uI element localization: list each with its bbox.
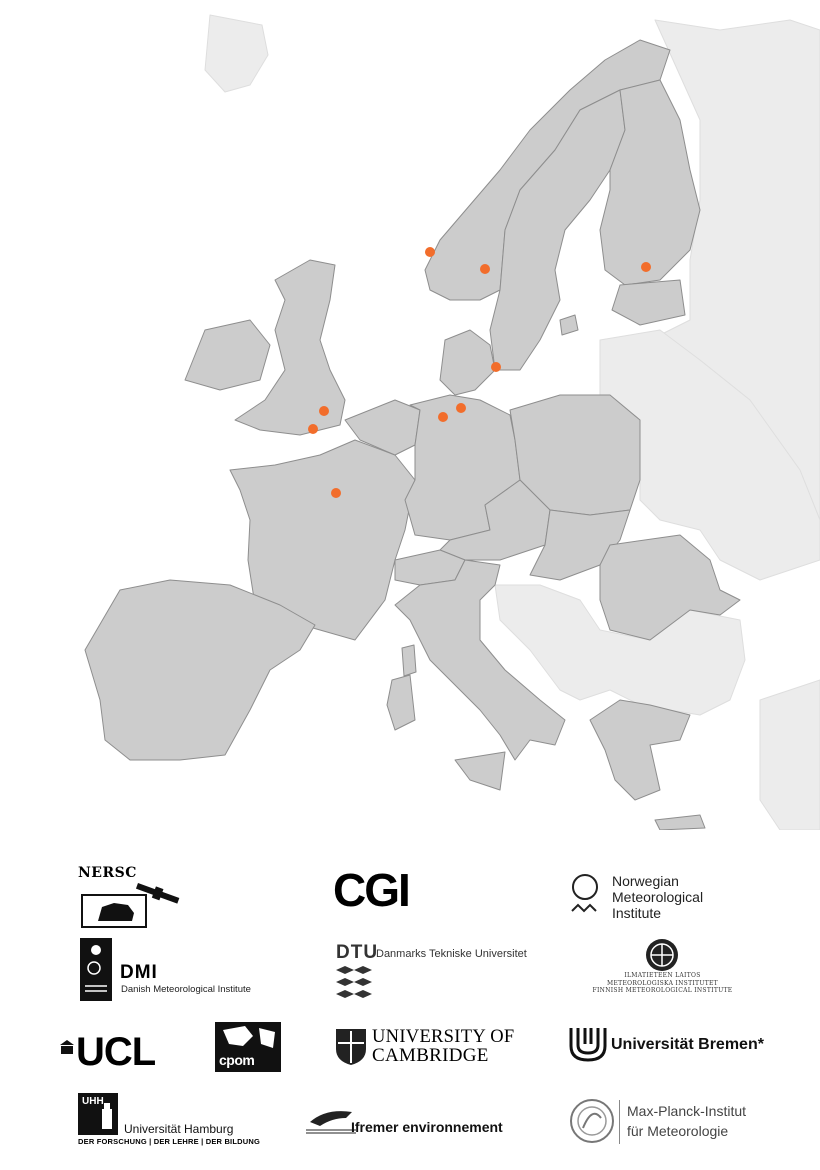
ucl-portico-icon (60, 1040, 74, 1054)
denmark-land (439, 329, 496, 396)
dtu-wave-icon (336, 966, 372, 998)
mpi-minerva-icon (570, 1099, 614, 1143)
fmi-line-1: ILMATIETEEN LAITOS (624, 972, 701, 979)
hamburg-tower-icon (78, 1093, 118, 1135)
bremen-u-icon (569, 1028, 607, 1062)
mpi-line-2: für Meteorologie (627, 1123, 729, 1139)
italy-land (394, 559, 566, 761)
fmi-line-3: FINNISH METEOROLOGICAL INSTITUTE (592, 987, 733, 994)
metno-line-3: Institute (612, 905, 662, 921)
marker-helsinki (641, 262, 651, 272)
sardinia-land (386, 674, 416, 731)
cambridge-line-1: UNIVERSITY OF (372, 1027, 515, 1047)
france-land (229, 439, 416, 641)
cambridge-shield-icon (336, 1029, 366, 1065)
iberia-land (84, 579, 316, 761)
balkans-land (494, 584, 746, 716)
polar-bear-satellite-icon (81, 883, 180, 928)
marker-bergen (425, 247, 435, 257)
dmi-subtitle: Danish Meteorological Institute (121, 984, 251, 995)
dtu-word: DTU (336, 942, 379, 963)
ireland-land (184, 319, 271, 391)
metno-line-2: Meteorological (612, 889, 704, 905)
mpi-divider (619, 1100, 620, 1144)
fmi-emblem-icon (646, 939, 678, 971)
turkey-land (759, 679, 820, 830)
fmi-line-2: METEOROLOGISKA INSTITUTET (607, 979, 718, 987)
corsica-land (401, 644, 417, 677)
ifremer-dolphin-icon (306, 1111, 356, 1134)
hamburg-mark: UHH (82, 1096, 104, 1107)
bremen-word: Universität Bremen* (611, 1036, 764, 1053)
uk-land (234, 259, 346, 436)
estonia-land (611, 279, 686, 326)
marker-oslo (480, 264, 490, 274)
marker-cambridge (319, 406, 329, 416)
ucl-word: UCL (76, 1030, 156, 1074)
sweden-land (489, 89, 626, 371)
sicily-land (454, 751, 506, 791)
hamburg-subtitle: DER FORSCHUNG | DER LEHRE | DER BILDUNG (78, 1137, 261, 1146)
cambridge-line-2: CAMBRIDGE (372, 1045, 489, 1066)
czech-austria-land (439, 479, 551, 561)
metno-line-1: Norwegian (612, 873, 679, 889)
marker-london (308, 424, 318, 434)
marker-hamburg (456, 403, 466, 413)
dmi-word: DMI (120, 962, 158, 983)
greenland-svalbard-land (204, 14, 269, 93)
crete-land (654, 814, 706, 830)
dtu-subtitle: Danmarks Tekniske Universitet (376, 948, 527, 960)
mpi-line-1: Max-Planck-Institut (627, 1103, 747, 1119)
romania-land (599, 534, 741, 641)
cpom-word: cpom (219, 1052, 255, 1068)
marker-copenhagen (491, 362, 501, 372)
europe-map (84, 14, 820, 830)
baltic-island-land (559, 314, 579, 336)
greece-land (589, 699, 691, 801)
dmi-crest-icon (80, 938, 112, 1001)
hamburg-word: Universität Hamburg (124, 1122, 234, 1136)
cpom-map-icon (215, 1022, 281, 1072)
metno-circle-wave-icon (571, 874, 598, 913)
marker-bremen (438, 412, 448, 422)
cgi-logo: CGI (333, 864, 411, 916)
finland-land (599, 79, 701, 286)
nersc-title: NERSC (78, 865, 137, 881)
marker-paris (331, 488, 341, 498)
ifremer-word: Ifremer environnement (351, 1119, 503, 1135)
